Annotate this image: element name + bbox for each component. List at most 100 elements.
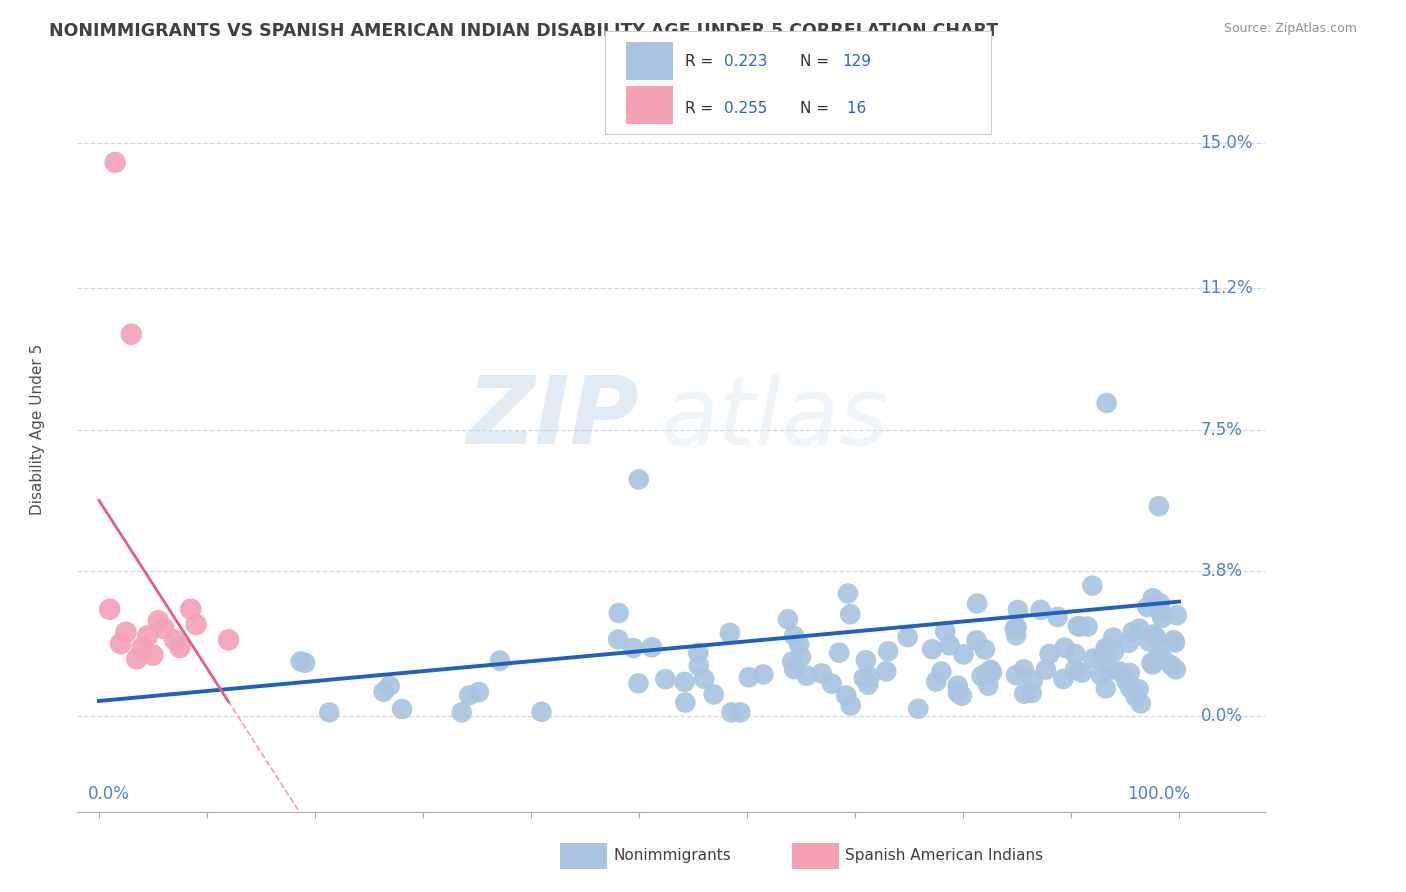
Point	[1122, 624, 1144, 639]
Point	[1142, 591, 1164, 606]
Point	[1053, 640, 1076, 655]
Point	[718, 626, 741, 640]
Point	[1140, 656, 1163, 670]
Point	[780, 655, 803, 669]
Point	[966, 597, 988, 611]
Point	[946, 679, 969, 693]
Point	[458, 688, 481, 702]
Text: NONIMMIGRANTS VS SPANISH AMERICAN INDIAN DISABILITY AGE UNDER 5 CORRELATION CHAR: NONIMMIGRANTS VS SPANISH AMERICAN INDIAN…	[49, 22, 998, 40]
Point	[852, 671, 875, 685]
Point	[1005, 668, 1028, 682]
Point	[673, 675, 696, 690]
Point	[1095, 396, 1118, 410]
Point	[1108, 665, 1130, 679]
Point	[821, 676, 844, 690]
Point	[1118, 665, 1140, 680]
Point	[1076, 619, 1098, 633]
Point	[1094, 681, 1116, 696]
Point	[1064, 647, 1087, 661]
Point	[966, 633, 988, 648]
Point	[1166, 608, 1188, 623]
Point	[673, 696, 696, 710]
Point	[776, 612, 799, 626]
Point	[1090, 668, 1112, 682]
Point	[621, 640, 644, 655]
Text: R =: R =	[685, 54, 718, 70]
Point	[1046, 610, 1069, 624]
Point	[1102, 644, 1125, 658]
Point	[877, 644, 900, 658]
Text: N =: N =	[800, 54, 834, 70]
Point	[1067, 619, 1090, 633]
Point	[875, 665, 897, 679]
Point	[1144, 630, 1167, 644]
Point	[290, 655, 312, 669]
Point	[1091, 648, 1114, 663]
Point	[1070, 665, 1092, 680]
Point	[977, 679, 1000, 693]
Point	[787, 637, 810, 651]
Point	[859, 670, 882, 684]
Point	[855, 653, 877, 667]
Text: 129: 129	[842, 54, 872, 70]
Point	[1152, 652, 1174, 666]
Point	[1029, 603, 1052, 617]
Point	[136, 629, 159, 643]
Point	[1098, 663, 1121, 677]
Point	[468, 685, 491, 699]
Point	[1119, 681, 1142, 696]
Point	[1129, 696, 1152, 710]
Point	[1038, 647, 1060, 661]
Point	[970, 669, 993, 683]
Point	[931, 665, 953, 679]
Point	[828, 646, 851, 660]
Point	[641, 640, 664, 655]
Point	[1164, 635, 1187, 649]
Point	[1007, 603, 1029, 617]
Point	[1005, 620, 1028, 634]
Point	[974, 666, 997, 681]
Point	[1164, 662, 1187, 676]
Point	[1128, 682, 1150, 697]
Point	[934, 624, 956, 639]
Point	[627, 472, 650, 486]
Point	[450, 706, 472, 720]
Point	[835, 689, 858, 703]
Point	[974, 642, 997, 657]
Point	[294, 656, 316, 670]
Point	[180, 602, 202, 616]
Text: ZIP: ZIP	[465, 372, 638, 465]
Point	[530, 705, 553, 719]
Text: 16: 16	[842, 101, 866, 116]
Point	[391, 702, 413, 716]
Point	[489, 654, 512, 668]
Point	[186, 617, 208, 632]
Text: 0.0%: 0.0%	[1201, 707, 1243, 725]
Point	[1081, 651, 1104, 665]
Point	[1064, 663, 1087, 677]
Text: 11.2%: 11.2%	[1201, 279, 1253, 297]
Point	[218, 632, 240, 647]
Point	[907, 702, 929, 716]
Text: 0.255: 0.255	[724, 101, 768, 116]
Point	[980, 665, 1002, 680]
Point	[318, 706, 340, 720]
Point	[169, 640, 191, 655]
Text: Source: ZipAtlas.com: Source: ZipAtlas.com	[1223, 22, 1357, 36]
Point	[1149, 605, 1171, 619]
Point	[839, 698, 862, 713]
Point	[688, 658, 710, 673]
Point	[783, 629, 806, 643]
Point	[837, 586, 859, 600]
Point	[1152, 611, 1174, 625]
Point	[810, 666, 832, 681]
Point	[1118, 636, 1140, 650]
Point	[796, 669, 818, 683]
Point	[152, 621, 174, 635]
Point	[1012, 687, 1035, 701]
Point	[950, 689, 973, 703]
Text: 0.0%: 0.0%	[89, 785, 129, 803]
Point	[1147, 499, 1170, 513]
Point	[752, 667, 775, 681]
Point	[1004, 622, 1026, 636]
